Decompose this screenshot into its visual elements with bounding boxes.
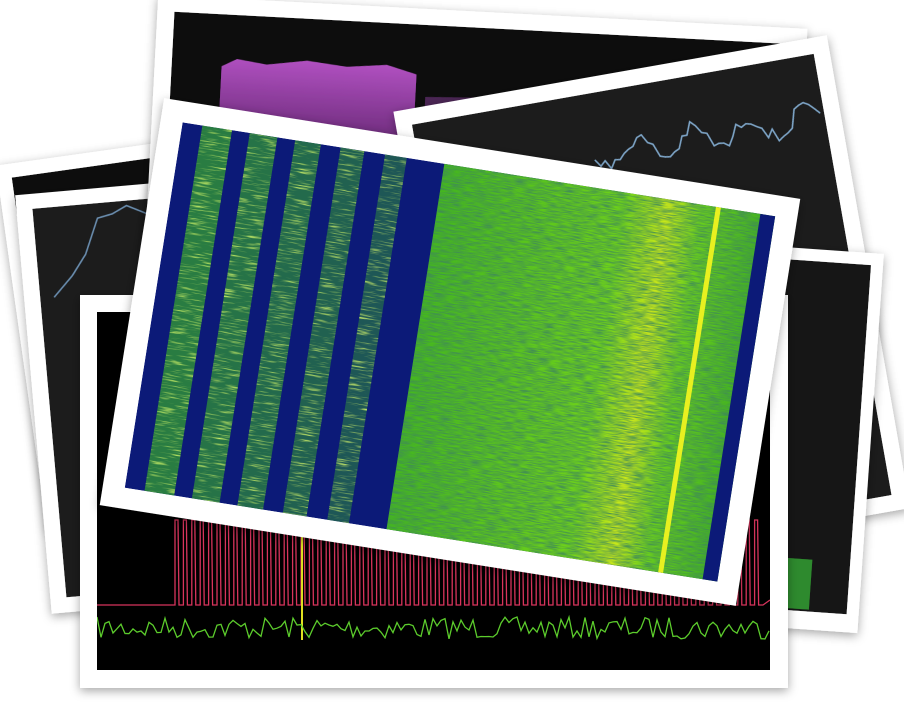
photo-front — [99, 98, 801, 606]
band-bright — [144, 125, 233, 496]
band-bright — [237, 140, 321, 510]
band-bright — [282, 147, 365, 517]
band-bright — [191, 132, 278, 503]
spectrogram — [124, 122, 776, 582]
band-bright — [327, 154, 407, 524]
